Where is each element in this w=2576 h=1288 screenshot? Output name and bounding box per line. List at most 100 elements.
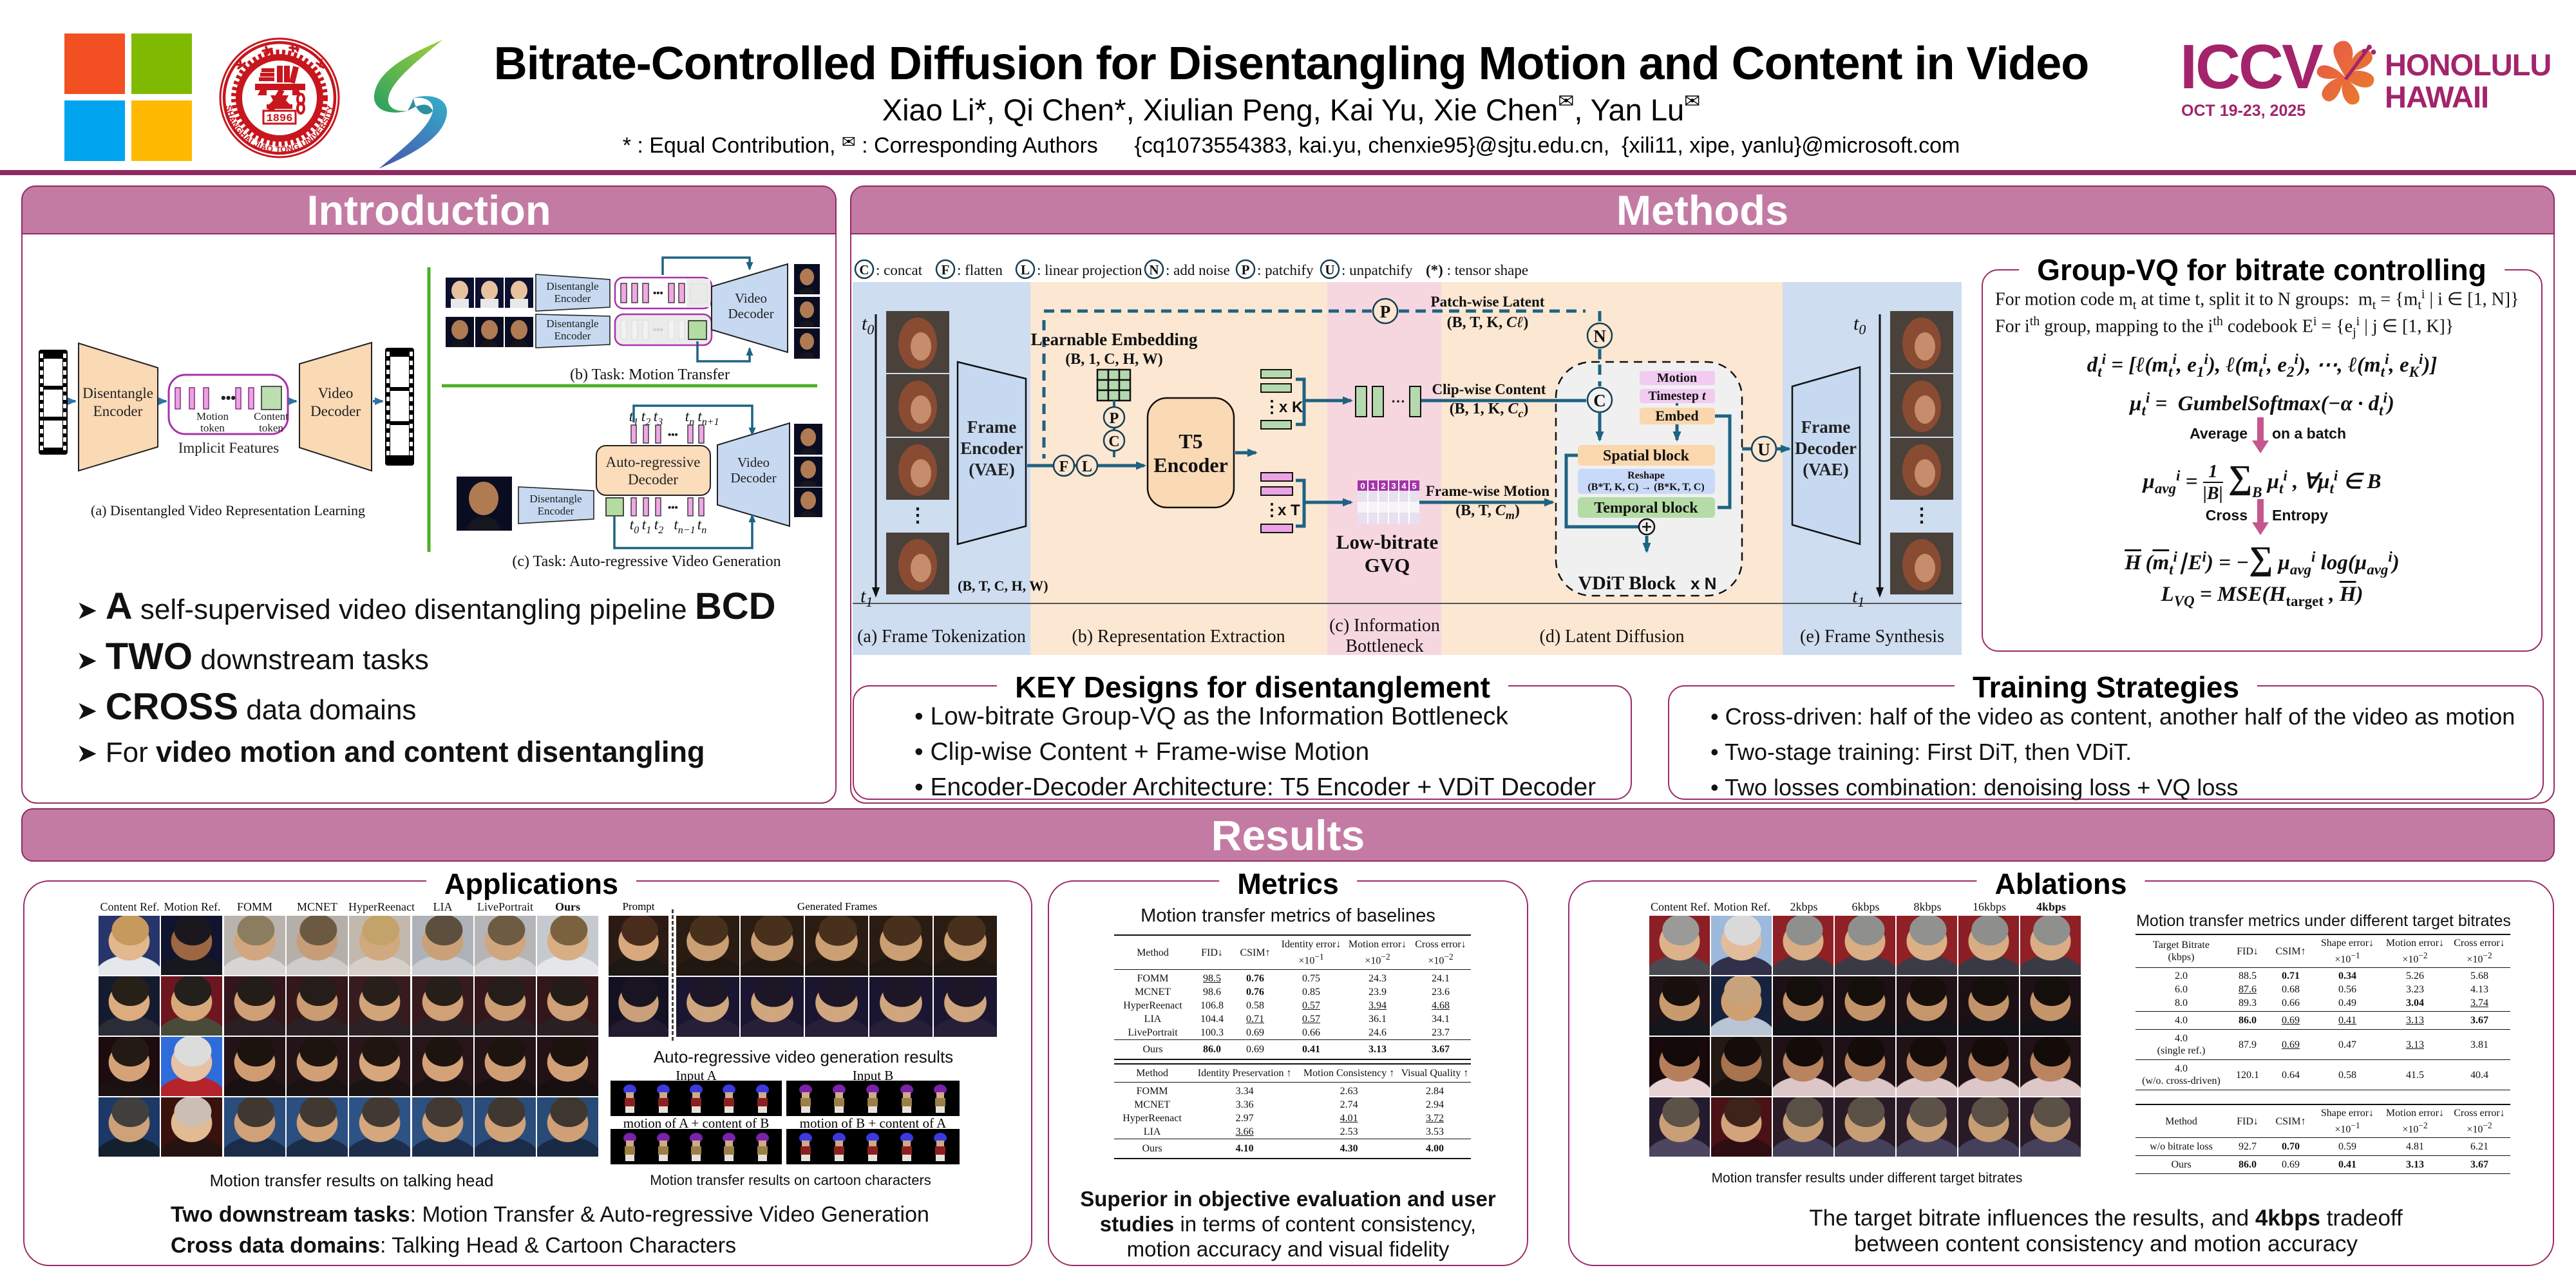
svg-text:Decoder: Decoder — [728, 306, 773, 321]
svg-text:GVQ: GVQ — [1365, 554, 1410, 576]
svg-text:: linear projection: : linear projection — [1037, 262, 1142, 278]
svg-text:Encoder: Encoder — [554, 292, 591, 305]
svg-text:Clip-wise Content: Clip-wise Content — [1432, 381, 1546, 397]
svg-text:Decoder: Decoder — [628, 471, 678, 488]
svg-text:(B, T, Cm): (B, T, Cm) — [1455, 502, 1520, 522]
svg-text:⋯: ⋯ — [1391, 393, 1405, 409]
svg-text:x K: x K — [1279, 399, 1303, 416]
svg-text:1896: 1896 — [267, 113, 293, 125]
svg-text:Spatial block: Spatial block — [1603, 448, 1690, 464]
svg-text:Encoder: Encoder — [538, 505, 574, 517]
svg-text:(B, 1, C, H, W): (B, 1, C, H, W) — [1065, 351, 1163, 368]
svg-text:Patch-wise Latent: Patch-wise Latent — [1431, 294, 1545, 310]
svg-text:•••: ••• — [668, 502, 678, 513]
svg-text:Decoder: Decoder — [730, 470, 776, 486]
svg-text:5: 5 — [1412, 481, 1416, 491]
svg-text:Auto-regressive: Auto-regressive — [606, 454, 701, 470]
svg-text:⋮: ⋮ — [908, 505, 927, 526]
svg-text:Encoder: Encoder — [1153, 453, 1228, 477]
svg-text:Frame: Frame — [967, 417, 1016, 437]
svg-text:F: F — [942, 262, 950, 278]
svg-text:tn: tn — [697, 516, 706, 536]
svg-text:(e) Frame Synthesis: (e) Frame Synthesis — [1800, 627, 1944, 647]
svg-text:Low-bitrate: Low-bitrate — [1336, 531, 1438, 553]
svg-text:t0: t0 — [630, 516, 639, 536]
svg-text:Disentangle: Disentangle — [82, 385, 153, 401]
svg-text:Timestep t: Timestep t — [1648, 389, 1707, 403]
svg-text:Encoder: Encoder — [554, 330, 591, 342]
svg-text:(b) Task: Motion Transfer: (b) Task: Motion Transfer — [570, 366, 730, 383]
svg-text:: add noise: : add noise — [1166, 262, 1230, 278]
svg-text:0: 0 — [1360, 481, 1365, 491]
svg-text:L: L — [1021, 262, 1030, 278]
svg-text:Decoder: Decoder — [1795, 439, 1857, 458]
svg-text:(c) Task: Auto-regressive Vide: (c) Task: Auto-regressive Video Generati… — [512, 553, 781, 570]
svg-text:C: C — [859, 262, 869, 278]
svg-text:P: P — [1380, 302, 1391, 321]
svg-text:⋮: ⋮ — [1264, 397, 1280, 416]
svg-text:Video: Video — [737, 455, 770, 470]
svg-text:⋮: ⋮ — [1912, 505, 1931, 526]
svg-text:L: L — [1082, 459, 1092, 475]
svg-text:: unpatchify: : unpatchify — [1341, 262, 1413, 278]
svg-text:Video: Video — [318, 385, 354, 401]
svg-text:N: N — [1149, 262, 1159, 278]
svg-text:•••: ••• — [653, 325, 663, 336]
svg-text:: patchify: : patchify — [1257, 262, 1314, 278]
svg-text:2: 2 — [1381, 481, 1385, 491]
svg-text:1: 1 — [1370, 481, 1375, 491]
svg-text:F: F — [1059, 459, 1069, 475]
svg-text:Disentangle: Disentangle — [546, 317, 598, 330]
svg-text:(B, T, K, Cℓ): (B, T, K, Cℓ) — [1447, 314, 1529, 331]
svg-text:Motion: Motion — [196, 410, 229, 422]
svg-text:Encoder: Encoder — [960, 439, 1023, 458]
svg-text:(*) : tensor shape: (*) : tensor shape — [1426, 262, 1528, 278]
svg-text:Embed: Embed — [1655, 408, 1698, 424]
svg-text:Temporal block: Temporal block — [1594, 500, 1698, 516]
svg-text:Encoder: Encoder — [93, 403, 143, 419]
svg-text:tn−1: tn−1 — [674, 516, 695, 536]
svg-text:Content: Content — [254, 410, 289, 422]
svg-text:t1: t1 — [642, 516, 651, 536]
svg-text:Video: Video — [735, 290, 767, 306]
svg-text:: flatten: : flatten — [957, 262, 1003, 278]
svg-text:U: U — [1757, 440, 1770, 459]
svg-text:•••: ••• — [221, 390, 236, 406]
svg-text:U: U — [1325, 262, 1334, 278]
svg-text:(B, T, C, H, W): (B, T, C, H, W) — [958, 578, 1048, 594]
svg-text:token: token — [200, 422, 225, 434]
svg-text:token: token — [259, 422, 283, 434]
svg-text:C: C — [1108, 433, 1119, 450]
svg-text:(VAE): (VAE) — [969, 460, 1015, 479]
svg-text:Decoder: Decoder — [310, 403, 361, 419]
svg-text:P: P — [1242, 262, 1250, 278]
svg-text:C: C — [1593, 391, 1606, 410]
svg-text:Reshape: Reshape — [1627, 470, 1665, 481]
svg-text:T5: T5 — [1179, 430, 1202, 453]
svg-text:3: 3 — [1391, 481, 1396, 491]
svg-text:(a) Disentangled Video Represe: (a) Disentangled Video Representation Le… — [91, 502, 365, 518]
svg-text:Frame: Frame — [1801, 417, 1850, 437]
svg-text:Disentangle: Disentangle — [529, 493, 582, 505]
svg-text:(d) Latent Diffusion: (d) Latent Diffusion — [1540, 627, 1685, 647]
svg-text:Frame-wise Motion: Frame-wise Motion — [1426, 483, 1549, 499]
svg-text:N: N — [1593, 327, 1606, 346]
svg-text:⋮: ⋮ — [1264, 500, 1280, 519]
svg-text:Motion: Motion — [1657, 371, 1697, 385]
svg-text:(a) Frame Tokenization: (a) Frame Tokenization — [857, 627, 1026, 647]
svg-text:x T: x T — [1278, 502, 1300, 519]
svg-text:Bottleneck: Bottleneck — [1345, 636, 1423, 656]
svg-text:Implicit Features: Implicit Features — [178, 440, 279, 456]
svg-text:P: P — [1110, 410, 1119, 427]
svg-text:(b) Representation Extraction: (b) Representation Extraction — [1072, 627, 1285, 647]
svg-text:Learnable Embedding: Learnable Embedding — [1031, 330, 1198, 349]
svg-text:(B*T, K, C) → (B*K, T, C): (B*T, K, C) → (B*K, T, C) — [1587, 482, 1704, 493]
svg-text:•••: ••• — [668, 430, 678, 440]
svg-text:VDiT Block x N: VDiT Block x N — [1578, 573, 1717, 594]
svg-text:Disentangle: Disentangle — [546, 280, 598, 292]
svg-text:: concat: : concat — [876, 262, 923, 278]
svg-text:(B, 1, K, Cc): (B, 1, K, Cc) — [1450, 401, 1529, 420]
svg-text:(VAE): (VAE) — [1803, 460, 1849, 479]
svg-text:t2: t2 — [654, 516, 663, 536]
svg-text:•••: ••• — [653, 288, 663, 299]
